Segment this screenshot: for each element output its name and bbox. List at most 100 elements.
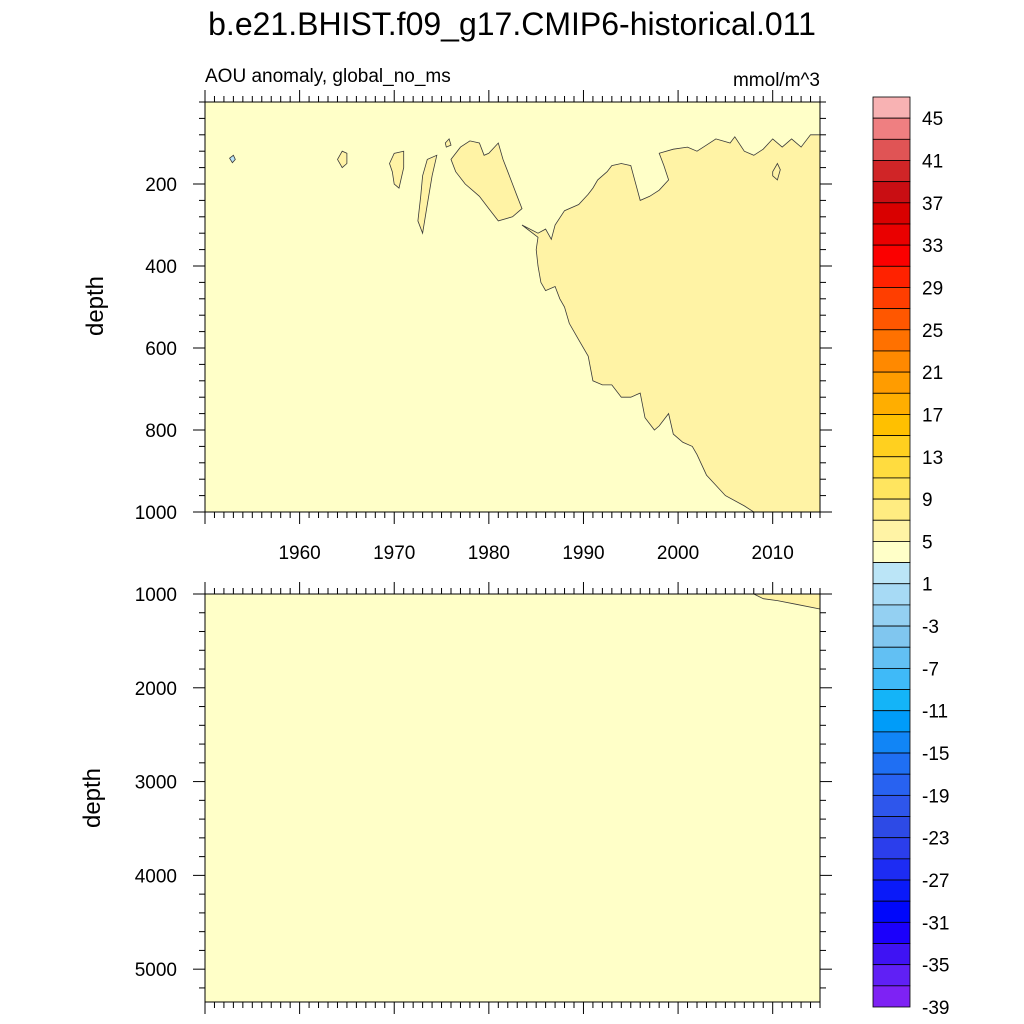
upper-ylabel: depth [82, 276, 109, 336]
colorbar-swatch [872, 773, 911, 796]
colorbar-swatch [872, 731, 911, 754]
lower-ylabel: depth [79, 768, 106, 828]
upper-contour-region-6 [444, 138, 452, 148]
colorbar-swatch [872, 519, 911, 542]
colorbar-swatch [872, 498, 911, 521]
units-label: mmol/m^3 [733, 70, 820, 91]
colorbar-label: 29 [922, 278, 943, 299]
colorbar-swatch [872, 202, 911, 225]
colorbar-swatch [872, 371, 911, 394]
colorbar-swatch [872, 625, 911, 648]
colorbar-swatch [872, 287, 911, 310]
colorbar-swatch [872, 752, 911, 775]
colorbar-swatch [872, 604, 911, 627]
colorbar-swatch [872, 646, 911, 669]
colorbar-swatch [872, 900, 911, 923]
colorbar-swatch [872, 477, 911, 500]
colorbar-label: -15 [922, 744, 949, 765]
upper-panel: 1960 1970 1980 1990 2000 2010 200 400 600 800 1000 [135, 90, 832, 564]
x-tick-label: 1990 [562, 543, 604, 564]
upper-y-tick-label: 400 [145, 257, 177, 278]
lower-panel: 1000 2000 3000 4000 5000 [135, 582, 832, 1014]
colorbar-label: 21 [922, 363, 943, 384]
x-tick-label: 1970 [373, 543, 415, 564]
colorbar-label: 41 [922, 151, 943, 172]
colorbar-swatch [872, 816, 911, 839]
x-tick-label: 2010 [752, 543, 794, 564]
colorbar-label: 17 [922, 405, 943, 426]
colorbar-swatch [872, 117, 911, 140]
upper-contour-region-5 [337, 150, 348, 169]
colorbar-swatch [872, 329, 911, 352]
colorbar-swatch [872, 794, 911, 817]
upper-y-tick-label: 1000 [135, 503, 177, 524]
colorbar-label: 1 [922, 575, 933, 596]
colorbar-label: -35 [922, 956, 949, 977]
upper-contour-region-2 [450, 140, 523, 222]
colorbar-swatch [872, 541, 911, 563]
colorbar-swatch [872, 689, 911, 712]
colorbar-swatch [872, 308, 911, 331]
colorbar-swatch [872, 223, 911, 246]
x-tick-label: 1960 [278, 543, 320, 564]
colorbar-label: -39 [922, 998, 949, 1019]
colorbar-swatch [872, 943, 911, 966]
colorbar-swatch [872, 985, 911, 1008]
lower-y-tick-label: 5000 [135, 960, 177, 981]
upper-contour-region-8 [229, 154, 236, 164]
colorbar-swatch [872, 879, 911, 902]
colorbar-swatch [872, 667, 911, 690]
colorbar-swatch [872, 837, 911, 860]
colorbar-swatch [872, 858, 911, 881]
colorbar-swatch [872, 921, 911, 944]
colorbar-swatch [872, 265, 911, 288]
colorbar-label: 37 [922, 194, 943, 215]
colorbar: 45 41 37 33 29 25 21 17 13 9 5 1 -3 -7 -11 -15 -19 -23 -27… [872, 96, 949, 1019]
lower-y-tick-label: 2000 [135, 679, 177, 700]
colorbar-swatch [872, 414, 911, 437]
colorbar-swatch [872, 435, 911, 458]
colorbar-swatch [872, 96, 911, 119]
colorbar-label: -19 [922, 786, 949, 807]
colorbar-label: -27 [922, 871, 949, 892]
colorbar-swatch [872, 181, 911, 204]
upper-panel-frame [204, 101, 821, 513]
colorbar-swatch [872, 160, 911, 183]
colorbar-label: 33 [922, 236, 943, 257]
colorbar-swatch [872, 562, 911, 585]
chart-title: b.e21.BHIST.f09_g17.CMIP6-historical.011 [208, 6, 816, 42]
upper-contour-region-3 [389, 150, 405, 189]
x-tick-label: 2000 [657, 543, 699, 564]
colorbar-label: 5 [922, 532, 933, 553]
colorbar-swatch [872, 392, 911, 415]
upper-contour-region-4 [417, 154, 438, 235]
lower-y-tick-label: 1000 [135, 585, 177, 606]
colorbar-label: -3 [922, 617, 939, 638]
colorbar-label: -31 [922, 913, 949, 934]
upper-contour-region-1 [521, 134, 821, 513]
colorbar-swatch [872, 964, 911, 987]
upper-y-tick-label: 600 [145, 339, 177, 360]
colorbar-label: 9 [922, 490, 933, 511]
chart-subtitle: AOU anomaly, global_no_ms [205, 66, 451, 87]
upper-y-tick-label: 800 [145, 421, 177, 442]
upper-y-tick-label: 200 [145, 175, 177, 196]
colorbar-label: -23 [922, 829, 949, 850]
colorbar-swatch [872, 350, 911, 373]
x-tick-label: 1980 [468, 543, 510, 564]
lower-y-tick-label: 4000 [135, 866, 177, 887]
colorbar-swatch [872, 583, 911, 606]
colorbar-label: -11 [922, 702, 948, 723]
colorbar-label: 25 [922, 321, 943, 342]
colorbar-label: 45 [922, 109, 943, 130]
colorbar-swatch [872, 244, 911, 267]
lower-panel-background [205, 594, 820, 1002]
lower-panel-frame [204, 593, 821, 1003]
colorbar-label: 13 [922, 448, 943, 469]
colorbar-swatch [872, 710, 911, 733]
colorbar-swatch [872, 138, 911, 161]
upper-contour-region-7 [772, 162, 781, 181]
colorbar-label: -7 [922, 659, 939, 680]
lower-y-tick-label: 3000 [135, 773, 177, 794]
